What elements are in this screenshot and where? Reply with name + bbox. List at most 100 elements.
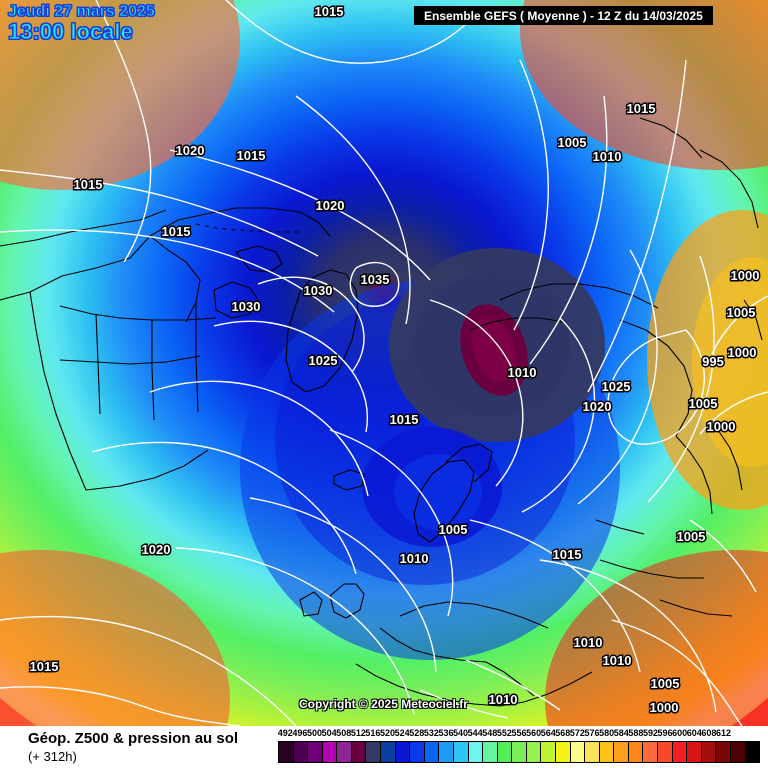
colorbar-swatch: [628, 742, 644, 762]
colorbar-tick: 576: [584, 728, 600, 738]
colorbar-tick: 528: [409, 728, 425, 738]
colorbar-swatches: [278, 741, 760, 763]
colorbar-tick: 596: [657, 728, 673, 738]
colorbar-swatch: [424, 742, 440, 762]
isobar-label: 1005: [651, 676, 680, 691]
colorbar-swatch: [570, 742, 586, 762]
colorbar-swatch: [614, 742, 629, 762]
colorbar-tick: 588: [628, 728, 644, 738]
isobar-label: 1010: [489, 692, 518, 707]
colorbar-swatch: [366, 742, 382, 762]
map-canvas[interactable]: 1015 1015 1020 1015 1015 1020 1005 1010 1015 1035…: [0, 0, 768, 726]
colorbar-tick: 604: [686, 728, 702, 738]
isobar-label: 1010: [400, 551, 429, 566]
isobar-label: 1010: [603, 653, 632, 668]
colorbar-tick: 572: [569, 728, 585, 738]
parameter-label: Géop. Z500 & pression au sol: [28, 730, 239, 747]
colorbar-tick: 556: [511, 728, 527, 738]
colorbar-swatch: [453, 742, 469, 762]
isobar-label: 1005: [558, 135, 587, 150]
isobar-label: 1020: [316, 198, 345, 213]
forecast-hour-label: (+ 312h): [28, 749, 77, 764]
colorbar-tick: 608: [701, 728, 717, 738]
colorbar-tick: 560: [526, 728, 542, 738]
colorbar-tick-labels: 492 496 500 504 508 512 516 520 524 528 532 536 540 5…: [278, 728, 760, 741]
forecast-validity-title: Jeudi 27 mars 2025 13:00 locale: [8, 3, 156, 44]
colorbar-swatch: [395, 742, 411, 762]
colorbar-tick: 520: [380, 728, 396, 738]
colorbar-tick: 500: [306, 728, 323, 738]
isobar-label: 1030: [232, 299, 261, 314]
colorbar-tick: 508: [336, 728, 352, 738]
colorbar-swatch: [337, 742, 352, 762]
colorbar-tick: 504: [321, 728, 337, 738]
isobar-label: 1005: [439, 522, 468, 537]
isobar-label: 1025: [309, 353, 338, 368]
colorbar-tick: 564: [540, 728, 556, 738]
colorbar-swatch: [279, 742, 294, 762]
colorbar-tick: 512: [350, 728, 366, 738]
colorbar-swatch: [745, 742, 760, 762]
colorbar-swatch: [687, 742, 702, 762]
isobar-label: 1015: [30, 659, 59, 674]
isobar-label: 1015: [553, 547, 582, 562]
colorbar-tick: 544: [467, 728, 483, 738]
colorbar-tick: 592: [642, 728, 658, 738]
colorbar-swatch: [599, 742, 615, 762]
isobar-label: 1000: [707, 419, 736, 434]
colorbar-swatch: [672, 742, 688, 762]
isobar-label: 1015: [315, 4, 344, 19]
colorbar[interactable]: 492 496 500 504 508 512 516 520 524 528 532 536 540 5…: [278, 728, 760, 763]
colorbar-tick: 516: [365, 728, 381, 738]
isobar-contours: [0, 0, 768, 726]
copyright-notice: Copyright © 2025 Meteociel.fr: [299, 697, 468, 711]
colorbar-swatch: [351, 742, 367, 762]
colorbar-tick: 612: [715, 728, 731, 738]
colorbar-tick: 540: [453, 728, 469, 738]
isobar-labels: 1015 1015 1020 1015 1015 1020 1005 1010 1015 1035…: [28, 3, 761, 717]
colorbar-swatch: [483, 742, 498, 762]
parameter-label-block: Géop. Z500 & pression au sol (+ 312h): [28, 730, 238, 764]
model-run-text: Ensemble GEFS ( Moyenne ) - 12 Z du 14/0…: [424, 8, 703, 23]
colorbar-swatch: [643, 742, 659, 762]
isobar-label: 1030: [304, 283, 333, 298]
colorbar-swatch: [410, 742, 425, 762]
colorbar-tick: 492: [277, 728, 293, 738]
isobar-label: 1020: [142, 542, 171, 557]
footer-legend: Géop. Z500 & pression au sol (+ 312h) 49…: [0, 726, 768, 768]
colorbar-swatch: [381, 742, 396, 762]
colorbar-tick: 548: [482, 728, 498, 738]
isobar-label: 1000: [731, 268, 760, 283]
colorbar-swatch: [308, 742, 323, 762]
isobar-label: 1020: [176, 143, 205, 158]
colorbar-swatch: [658, 742, 673, 762]
isobar-label: 1010: [574, 635, 603, 650]
colorbar-swatch: [468, 742, 484, 762]
isobar-label: 1015: [390, 412, 419, 427]
isobar-label: 1015: [237, 148, 266, 163]
isobar-label: 1010: [593, 149, 622, 164]
isobar-label: 1035: [361, 272, 390, 287]
map-svg: 1015 1015 1020 1015 1015 1020 1005 1010 1015 1035…: [0, 0, 768, 726]
validity-time: 13:00 locale: [8, 19, 134, 44]
colorbar-swatch: [526, 742, 542, 762]
colorbar-tick: 524: [394, 728, 410, 738]
isobar-label: 1005: [689, 396, 718, 411]
colorbar-tick: 532: [423, 728, 439, 738]
isobar-label: 1010: [508, 365, 537, 380]
colorbar-tick: 584: [613, 728, 629, 738]
colorbar-tick: 600: [672, 728, 688, 738]
colorbar-swatch: [541, 742, 556, 762]
isobar-label: 995: [702, 354, 724, 369]
coastlines-layer: [0, 117, 763, 707]
isobar-label: 1015: [162, 224, 191, 239]
isobar-label: 1015: [627, 101, 656, 116]
colorbar-swatch: [701, 742, 717, 762]
isobar-label: 1005: [727, 305, 756, 320]
colorbar-tick: 536: [438, 728, 454, 738]
validity-date: Jeudi 27 mars 2025: [8, 3, 156, 20]
isobar-label: 1000: [728, 345, 757, 360]
colorbar-swatch: [512, 742, 527, 762]
isobar-label: 1025: [602, 379, 631, 394]
colorbar-swatch: [555, 742, 571, 762]
